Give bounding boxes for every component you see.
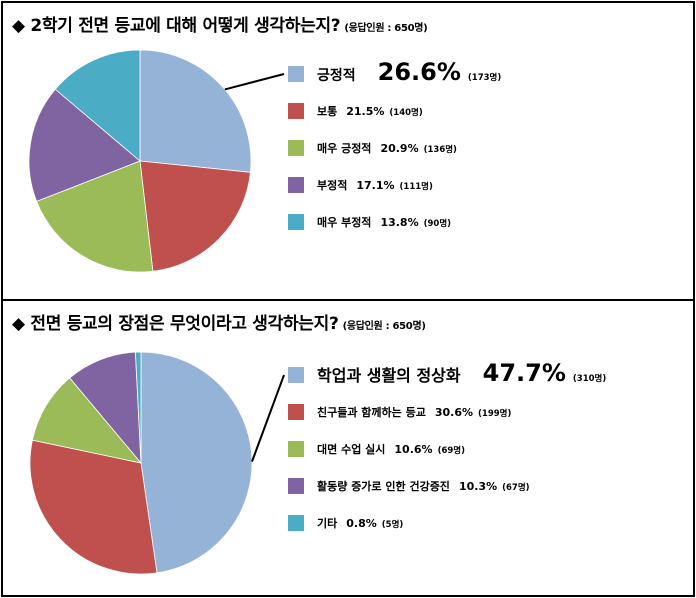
chart-2-legend-label-2: 친구들과 함께하는 등교 30.6% (199명) [317, 405, 511, 419]
pie-chart-1: 긍정적 26.6% (173명) 보통 21.5% (140명) 매우 긍정적 20.9% (1… [28, 49, 501, 273]
chart-1-slice-2 [139, 160, 251, 272]
chart-panel-2: ◆ 전면 등교의 장점은 무엇이라고 생각하는지? (응답인원 : 650명) 학… [3, 301, 693, 595]
chart-1-heading: ◆ 2학기 전면 등교에 대해 어떻게 생각하는지? (응답인원 : 650명) [12, 11, 428, 36]
chart-1-question: ◆ 2학기 전면 등교에 대해 어떻게 생각하는지? [12, 16, 341, 36]
chart-2-legend-swatch-4 [288, 478, 304, 494]
chart-2-slice-1 [140, 351, 253, 574]
chart-1-legend-label-4: 부정적 17.1% (111명) [317, 178, 433, 192]
chart-2-slice-5 [135, 351, 142, 464]
chart-1-legend-swatch-3 [288, 140, 304, 156]
chart-2-legend-swatch-2 [288, 404, 304, 420]
chart-2-legend-swatch-5 [288, 515, 304, 531]
chart-2-respondents-note: (응답인원 : 650명) [342, 321, 426, 332]
chart-1-slice-4 [28, 88, 141, 202]
chart-1-legend-label-1: 긍정적 26.6% (173명) [317, 58, 501, 86]
chart-1-legend-swatch-1 [288, 66, 304, 82]
chart-2-legend-label-3: 대면 수업 실시 10.6% (69명) [317, 442, 465, 456]
chart-2-slice-4 [69, 351, 142, 465]
chart-2-slice-2 [29, 439, 158, 575]
chart-2-legend-label-1: 학업과 생활의 정상화 47.7% (310명) [317, 359, 606, 387]
chart-1-legend-swatch-5 [288, 214, 304, 230]
chart-2-legend-label-5: 기타 0.8% (5명) [317, 516, 403, 530]
chart-2-question: ◆ 전면 등교의 장점은 무엇이라고 생각하는지? [12, 314, 339, 334]
chart-1-leader-line [224, 73, 285, 91]
chart-2-heading: ◆ 전면 등교의 장점은 무엇이라고 생각하는지? (응답인원 : 650명) [12, 309, 426, 334]
chart-2-leader-line [251, 374, 285, 462]
panel-divider [3, 299, 693, 301]
chart-1-slice-5 [54, 49, 141, 162]
chart-panel-1: ◆ 2학기 전면 등교에 대해 어떻게 생각하는지? (응답인원 : 650명) … [3, 3, 693, 299]
chart-1-respondents-note: (응답인원 : 650명) [344, 23, 428, 34]
chart-1-legend-swatch-4 [288, 177, 304, 193]
chart-1-legend-label-5: 매우 부정적 13.8% (90명) [317, 215, 451, 229]
pie-chart-2: 학업과 생활의 정상화 47.7% (310명) 친구들과 함께하는 등교 30.6%(… [29, 351, 606, 575]
chart-1-legend-label-3: 매우 긍정적 20.9% (136명) [317, 141, 457, 155]
chart-2-legend-swatch-1 [288, 367, 304, 383]
chart-1-legend-label-2: 보통 21.5% (140명) [317, 105, 423, 118]
chart-1-legend-swatch-2 [288, 103, 304, 119]
chart-2-slice-3 [31, 377, 143, 464]
chart-2-legend-swatch-3 [288, 441, 304, 457]
chart-1-slice-3 [36, 160, 154, 273]
chart-2-legend-label-4: 활동량 증가로 인한 건강증진 10.3% (67명) [317, 479, 530, 493]
chart-1-slice-1 [139, 49, 252, 173]
